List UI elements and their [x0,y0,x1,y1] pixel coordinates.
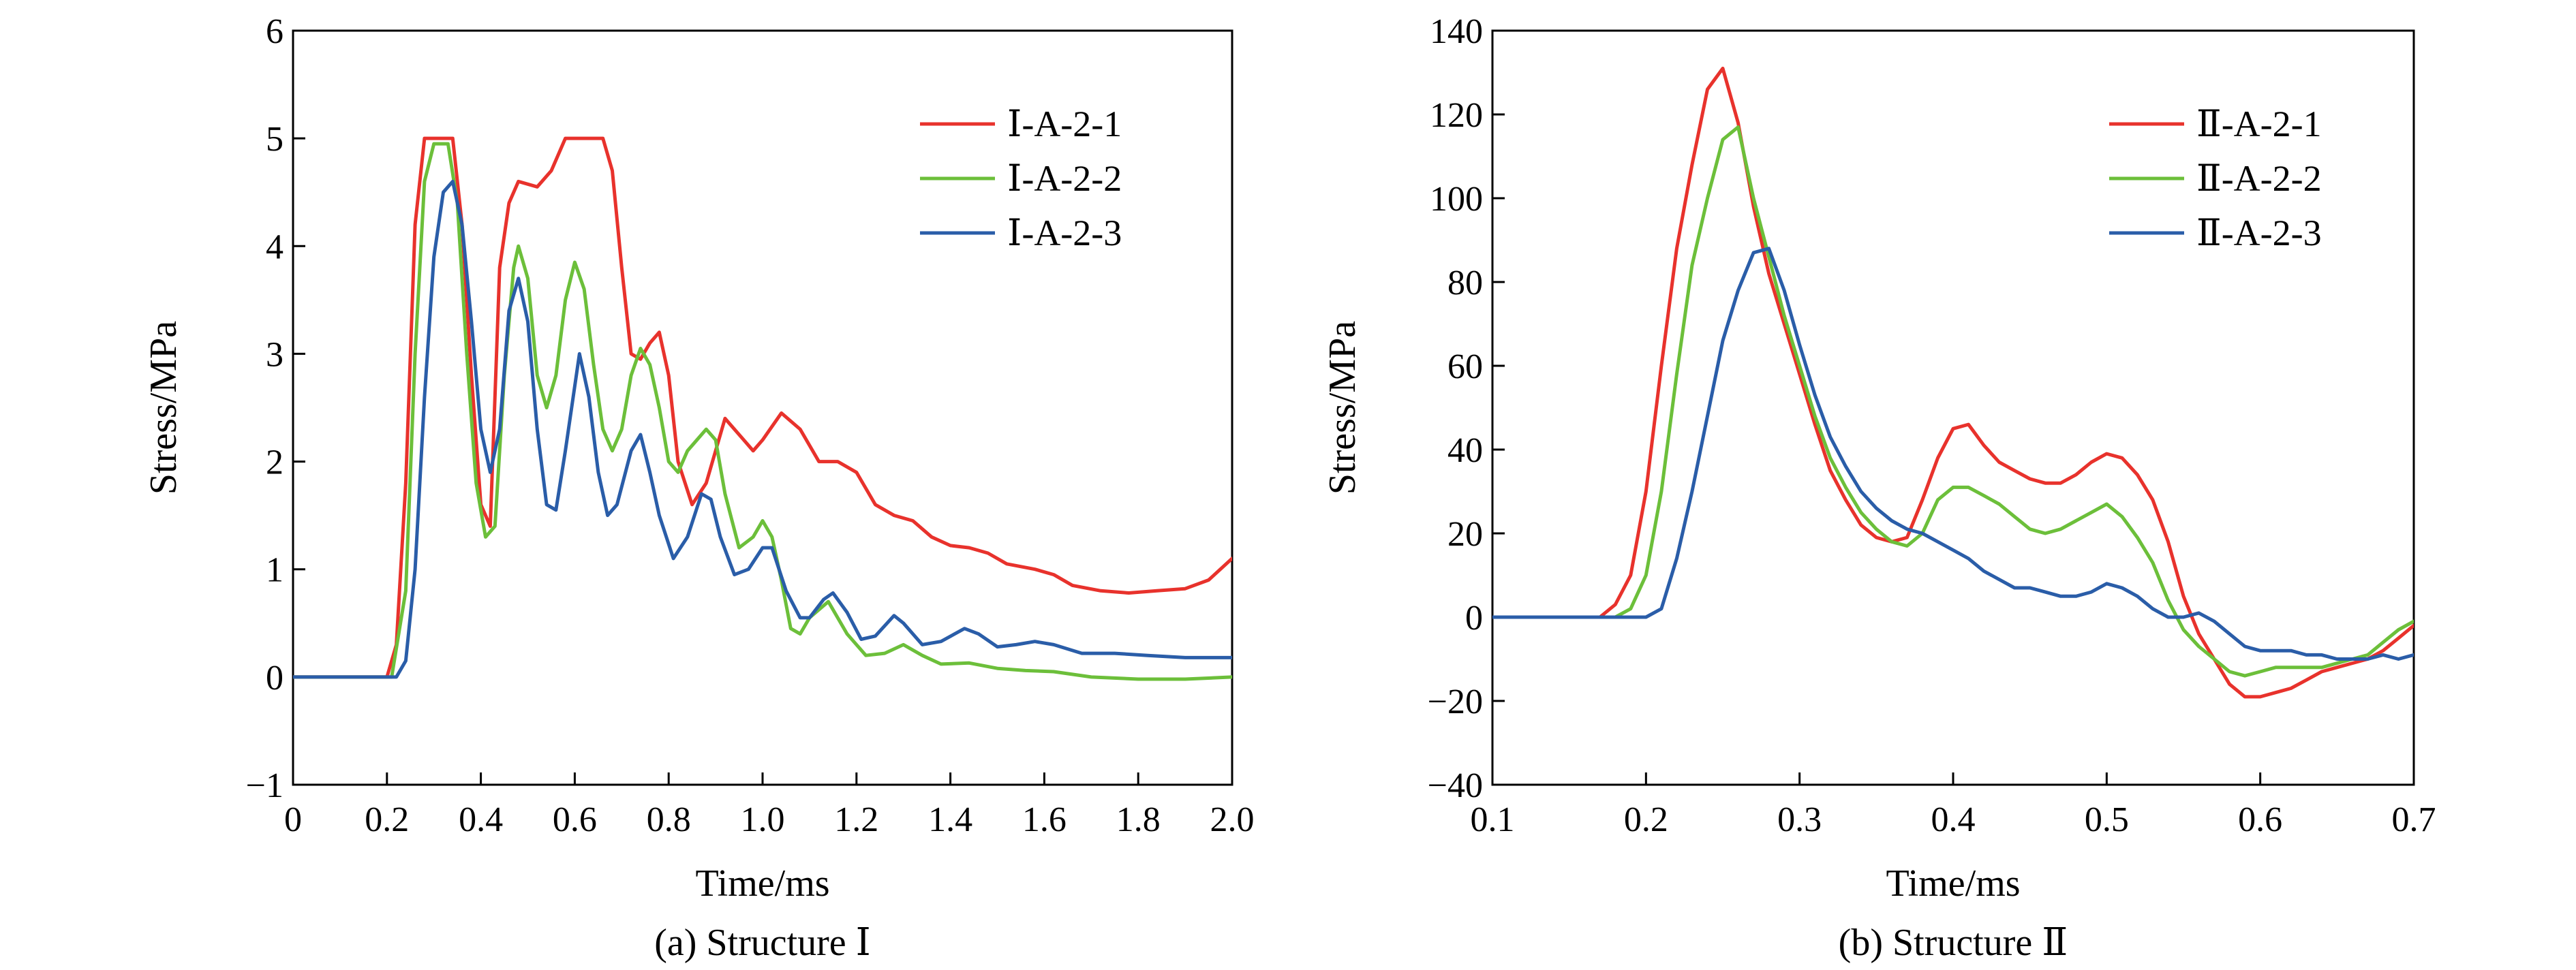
panel-b-series-group [1492,66,2414,699]
panel-b-x-tick-label: 0.1 [1471,800,1515,839]
panel-a-legend-label-1: Ⅰ-A-2-1 [1007,104,1122,144]
chart-panel-b: 0.1 0.2 0.3 0.4 0.5 0.6 0.7 −40 −20 0 20 40 60 80 100 1… [1321,12,2436,964]
panel-a-y-tick-label: 6 [266,12,283,51]
panel-b-y-tick-label: 60 [1447,347,1483,386]
panel-a-y-tick-label: 3 [266,335,283,374]
panel-b-y-tick-label: −20 [1428,683,1483,721]
panel-b-caption: (b) Structure Ⅱ [1839,922,2068,964]
panel-b-y-tick-label: 40 [1447,431,1483,470]
panel-b-series-line-1 [1492,66,2414,699]
panel-a-y-tick-label: −1 [246,766,283,805]
panel-b-x-tick-label: 0.2 [1624,800,1668,839]
panel-b-series-line-2 [1492,125,2414,678]
panel-a-x-tick-label: 0.8 [647,800,691,839]
panel-a-x-tick-label: 1.4 [928,800,972,839]
panel-b-legend-label-3: Ⅱ-A-2-3 [2196,213,2322,253]
panel-b-legend-label-1: Ⅱ-A-2-1 [2196,104,2322,144]
panel-a-y-tick-label: 5 [266,120,283,159]
panel-a-series-group [293,136,1232,681]
panel-b-legend-label-2: Ⅱ-A-2-2 [2196,158,2322,199]
panel-a-y-tick-label: 4 [266,228,283,266]
chart-panel-a: 0 0.2 0.4 0.6 0.8 1.0 1.2 1.4 1.6 1.8 2.0−10123456… [142,12,1255,964]
panel-a-x-tick-label: 2.0 [1210,800,1255,839]
panel-b-x-tick-label: 0.6 [2238,800,2282,839]
panel-a-x-tick-label: 0.2 [365,800,409,839]
panel-a-x-tick-label: 0.4 [459,800,503,839]
panel-a-series-line-1 [293,136,1232,679]
panel-a-legend-label-2: Ⅰ-A-2-2 [1007,158,1122,199]
panel-b-x-tick-label: 0.3 [1777,800,1822,839]
panel-b-y-tick-label: 0 [1465,599,1483,638]
panel-a-y-tick-label: 0 [266,659,283,698]
panel-b-y-tick-label: 80 [1447,264,1483,302]
panel-b-x-tick-label: 0.5 [2085,800,2129,839]
panel-a-x-tick-label: 1.8 [1116,800,1161,839]
panel-b-x-tick-label: 0.4 [1931,800,1976,839]
panel-a-y-tick-label: 1 [266,551,283,590]
panel-a-x-tick-label: 1.2 [834,800,878,839]
panel-a-y-axis-label: Stress/MPa [142,321,185,495]
panel-a-x-tick-label: 1.6 [1022,800,1067,839]
panel-b-y-axis-label: Stress/MPa [1321,321,1364,495]
panel-a-x-tick-label: 0.6 [553,800,597,839]
panel-b-x-axis-label: Time/ms [1886,862,2020,905]
panel-a-x-axis-label: Time/ms [695,862,829,905]
panel-b-x-tick-label: 0.7 [2392,800,2436,839]
panel-a-x-tick-label: 1.0 [741,800,785,839]
panel-a-caption: (a) Structure Ⅰ [654,922,871,964]
panel-b-series-line-3 [1492,247,2414,661]
panel-b-y-tick-label: 140 [1430,12,1483,51]
panel-a-legend-label-3: Ⅰ-A-2-3 [1007,213,1122,253]
panel-b-y-tick-label: 120 [1430,96,1483,135]
panel-a-series-line-2 [293,142,1232,681]
panel-b-y-tick-label: 100 [1430,180,1483,219]
panel-b-y-tick-label: 20 [1447,515,1483,554]
panel-a-y-tick-label: 2 [266,443,283,482]
panel-a-x-tick-label: 0 [284,800,302,839]
panel-b-y-tick-label: −40 [1428,766,1483,805]
panel-a-series-line-3 [293,179,1232,679]
